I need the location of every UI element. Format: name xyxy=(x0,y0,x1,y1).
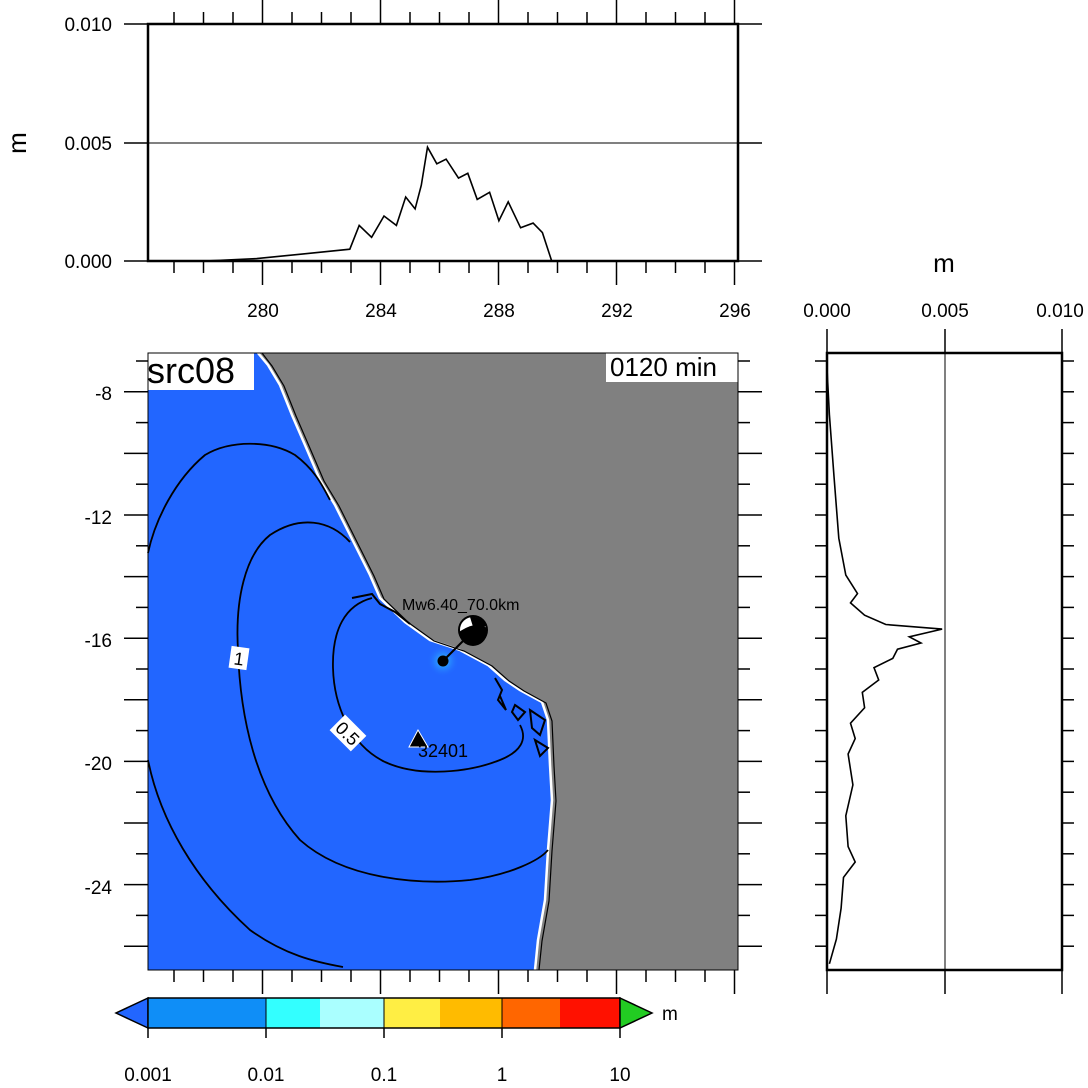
map-panel: 1 0.5 Mw6.40_70.0km 32401 src08 0120 min… xyxy=(85,350,762,994)
colorbar-tick-label: 0.01 xyxy=(248,1065,285,1086)
land-area xyxy=(258,353,738,970)
lat-tick-label: -20 xyxy=(85,754,112,775)
colorbar-tick-label: 0.001 xyxy=(124,1065,172,1086)
top-y-tick-label: 0.000 xyxy=(64,252,112,273)
colorbar-over-arrow xyxy=(619,996,654,1030)
colorbar-seg xyxy=(502,998,560,1028)
station-triangle-marker xyxy=(408,728,429,748)
contour-outer xyxy=(147,442,331,554)
station-label: 32401 xyxy=(418,741,468,761)
lat-tick-label: -12 xyxy=(85,508,112,529)
top-x-axis-ticks xyxy=(173,0,736,285)
lat-tick-label: -16 xyxy=(85,631,112,652)
contour-outer-south xyxy=(147,759,344,968)
colorbar-seg xyxy=(560,998,620,1028)
map-title: src08 xyxy=(147,350,235,391)
colorbar-under-arrow xyxy=(114,996,149,1030)
right-x-tick-label: 0.010 xyxy=(1036,301,1084,322)
colorbar-seg xyxy=(320,998,384,1028)
contour-1 xyxy=(236,521,549,883)
lat-tick-label: -24 xyxy=(85,878,113,899)
right-waveform-line xyxy=(826,368,943,965)
time-label: 0120 min xyxy=(610,352,717,382)
colorbar: m 0.001 0.01 0.1 1 10 xyxy=(114,996,678,1086)
top-waveform-line xyxy=(147,144,553,262)
right-axis-ticks xyxy=(815,329,1074,994)
wave-contours xyxy=(147,442,549,968)
top-y-tick-label: 0.010 xyxy=(64,15,112,36)
top-y-axis-ticks xyxy=(124,23,762,262)
coastal-contours xyxy=(351,592,550,758)
top-x-tick-label: 292 xyxy=(601,301,633,322)
contour-0.5 xyxy=(332,597,524,773)
contour-label-1: 1 xyxy=(228,645,250,671)
focal-mechanism-beachball xyxy=(458,615,488,646)
lat-tick-label: -8 xyxy=(95,384,112,405)
colorbar-seg xyxy=(440,998,502,1028)
top-y-tick-label: 0.005 xyxy=(64,134,112,155)
colorbar-tick-label: 1 xyxy=(497,1065,508,1086)
event-label: Mw6.40_70.0km xyxy=(402,597,519,614)
colorbar-tick-label: 0.1 xyxy=(371,1065,397,1086)
top-waveform-panel: 0.010 0.005 0.000 m 280 284 288 292 296 xyxy=(2,0,762,322)
top-y-axis-label: m xyxy=(2,132,32,154)
top-x-tick-label: 284 xyxy=(365,301,397,322)
right-x-tick-label: 0.005 xyxy=(921,301,969,322)
right-x-axis-label: m xyxy=(933,248,955,278)
epicenter-marker xyxy=(437,655,449,667)
top-x-tick-label: 296 xyxy=(719,301,751,322)
coastline-outline xyxy=(261,352,557,971)
colorbar-seg xyxy=(148,998,266,1028)
map-axis-ticks xyxy=(124,360,762,994)
colorbar-unit: m xyxy=(662,1004,678,1025)
right-x-tick-label: 0.000 xyxy=(803,301,851,322)
svg-text:1: 1 xyxy=(233,648,246,669)
right-waveform-panel: m 0.000 0.005 0.010 xyxy=(803,248,1084,994)
colorbar-tick-label: 10 xyxy=(609,1065,630,1086)
top-x-tick-label: 288 xyxy=(483,301,515,322)
top-x-tick-label: 280 xyxy=(247,301,279,322)
